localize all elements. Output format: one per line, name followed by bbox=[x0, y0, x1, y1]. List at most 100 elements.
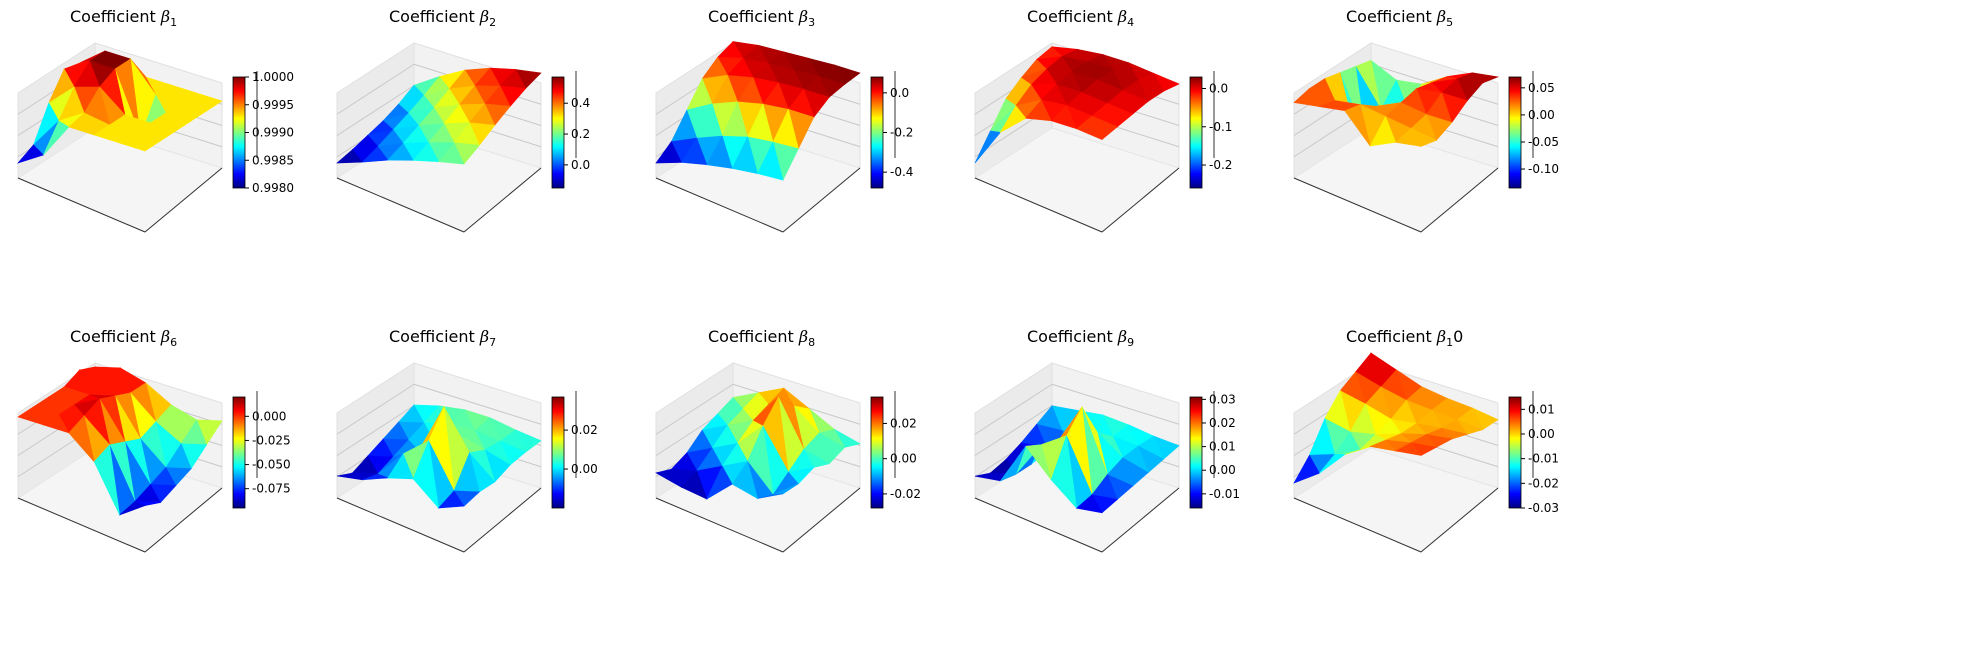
title-symbol: β bbox=[1436, 7, 1446, 26]
subplot-3: Coefficient β3 -0.4 -0.2 0.0 bbox=[654, 7, 913, 233]
surface-facet bbox=[336, 472, 363, 481]
surface bbox=[655, 41, 861, 181]
surface-facet bbox=[17, 144, 44, 164]
title-subscript: 3 bbox=[808, 16, 815, 29]
subplot-9: Coefficient β9 -0.01 0.00 0.01 0.02 0.03 bbox=[973, 327, 1240, 553]
surface bbox=[655, 387, 861, 500]
surface-facet bbox=[757, 141, 784, 181]
title-symbol: β bbox=[479, 7, 489, 26]
colorbar-tick-label: 0.9985 bbox=[252, 153, 294, 167]
surface-facet bbox=[43, 120, 70, 156]
colorbar-tick-label: -0.2 bbox=[890, 126, 913, 140]
colorbar-tick-label: 0.00 bbox=[1528, 427, 1555, 441]
surface bbox=[974, 405, 1180, 514]
x-axis-line bbox=[655, 177, 784, 233]
y-axis-line bbox=[1101, 487, 1180, 553]
title-suffix: 0 bbox=[1453, 327, 1463, 346]
subplot-7: Coefficient β7 0.00 0.02 bbox=[335, 327, 598, 553]
gridline bbox=[655, 383, 734, 435]
title-prefix: Coefficient bbox=[70, 7, 161, 26]
colorbar-tick-label: 0.9995 bbox=[252, 98, 294, 112]
colorbar bbox=[1508, 76, 1522, 189]
gridline bbox=[1051, 383, 1180, 425]
surface-facet bbox=[438, 142, 465, 165]
colorbar bbox=[232, 396, 246, 509]
title-prefix: Coefficient bbox=[708, 327, 799, 346]
title-symbol: β bbox=[1117, 327, 1127, 346]
subplot-title: Coefficient β10 bbox=[1346, 327, 1463, 349]
x-axis-line bbox=[655, 497, 784, 553]
x-axis-line bbox=[17, 497, 146, 553]
surface-facet bbox=[93, 124, 121, 144]
surface bbox=[336, 404, 542, 509]
gridline bbox=[336, 85, 415, 136]
surface-facet bbox=[1344, 446, 1371, 455]
colorbar-tick-label: -0.050 bbox=[252, 458, 291, 472]
gridline bbox=[336, 383, 415, 435]
surface bbox=[1293, 59, 1500, 147]
x-axis-line bbox=[336, 497, 465, 553]
surface-facet bbox=[437, 490, 465, 509]
colorbar-tick-label: -0.05 bbox=[1528, 135, 1559, 149]
surface-facet bbox=[68, 415, 95, 463]
title-symbol: β bbox=[160, 7, 170, 26]
surface-facet bbox=[1318, 100, 1346, 112]
surface-facet bbox=[1050, 435, 1078, 510]
colorbar bbox=[870, 396, 884, 509]
colorbar-tick-label: 0.01 bbox=[1209, 440, 1236, 454]
colorbar-tick-label: -0.4 bbox=[890, 165, 913, 179]
y-axis-line bbox=[1420, 167, 1499, 233]
colorbar-tick-label: 0.0 bbox=[571, 158, 590, 172]
title-prefix: Coefficient bbox=[389, 7, 480, 26]
subplot-title: Coefficient β6 bbox=[70, 327, 177, 349]
colorbar-tick-label: 0.02 bbox=[1209, 416, 1236, 430]
gridline bbox=[974, 405, 1053, 456]
colorbar bbox=[1508, 396, 1522, 509]
colorbar-tick-label: 0.03 bbox=[1209, 392, 1236, 406]
surface bbox=[17, 366, 223, 516]
title-symbol: β bbox=[1117, 7, 1127, 26]
surface-facet bbox=[655, 140, 682, 164]
surface-facet bbox=[1025, 99, 1052, 122]
colorbar bbox=[1189, 76, 1203, 189]
surface-facet bbox=[1394, 442, 1422, 456]
surface-facet bbox=[42, 414, 70, 434]
colorbar bbox=[551, 396, 565, 509]
title-prefix: Coefficient bbox=[389, 327, 480, 346]
gridline bbox=[974, 383, 1053, 435]
surface-facet bbox=[731, 460, 759, 500]
title-subscript: 9 bbox=[1127, 336, 1134, 349]
subplot-4: Coefficient β4 -0.2 -0.1 0.0 bbox=[973, 7, 1232, 233]
title-symbol: β bbox=[479, 327, 489, 346]
surface-facet bbox=[680, 137, 708, 166]
y-axis-line bbox=[782, 487, 861, 553]
title-subscript: 1 bbox=[1446, 336, 1453, 349]
colorbar-tick-label: 0.4 bbox=[571, 96, 590, 110]
title-prefix: Coefficient bbox=[708, 7, 799, 26]
subplot-1: Coefficient β1 0.9980 0.9985 0.9990 0.9995 1.… bbox=[16, 7, 294, 233]
title-subscript: 6 bbox=[170, 336, 177, 349]
y-axis-line bbox=[1420, 487, 1499, 553]
surface bbox=[336, 67, 542, 165]
subplot-10: Coefficient β10 -0.03 -0.02 -0.01 0.00 0.01 bbox=[1292, 327, 1559, 553]
colorbar-tick-label: 0.9980 bbox=[252, 181, 294, 195]
title-prefix: Coefficient bbox=[1027, 327, 1118, 346]
title-subscript: 1 bbox=[170, 16, 177, 29]
y-axis-line bbox=[1101, 167, 1180, 233]
subplot-title: Coefficient β5 bbox=[1346, 7, 1453, 29]
colorbar-tick-label: -0.02 bbox=[1528, 476, 1559, 490]
colorbar-tick-label: 0.05 bbox=[1528, 81, 1555, 95]
surface-facet bbox=[974, 472, 1001, 482]
surface-facet bbox=[706, 135, 733, 169]
subplot-6: Coefficient β6 -0.075 -0.050 -0.025 0.000 bbox=[16, 327, 291, 553]
surface-facet bbox=[757, 493, 784, 499]
colorbar-tick-label: -0.01 bbox=[1209, 487, 1240, 501]
surface-facet bbox=[999, 446, 1027, 482]
colorbar-tick-label: 0.02 bbox=[890, 416, 917, 430]
surface-facet bbox=[387, 142, 414, 161]
surface bbox=[974, 46, 1180, 164]
surface-facet bbox=[1369, 439, 1397, 452]
colorbar-tick-label: 0.00 bbox=[1528, 108, 1555, 122]
title-prefix: Coefficient bbox=[1027, 7, 1118, 26]
